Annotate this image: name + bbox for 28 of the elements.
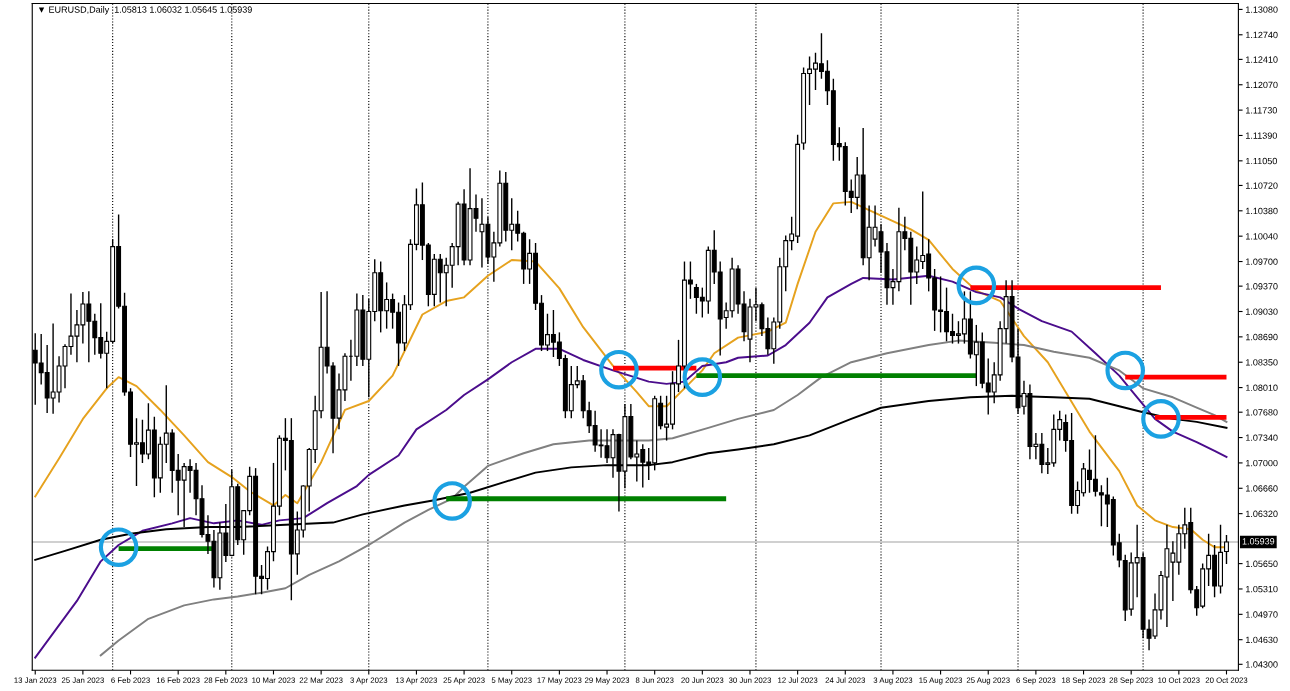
y-tick-label: 1.07680 [1246, 409, 1278, 416]
y-tick-label: 1.05310 [1246, 585, 1278, 593]
y-tick-label: 1.10720 [1246, 182, 1278, 189]
y-tick-label: 1.09370 [1246, 283, 1278, 290]
y-tick-label: 1.10380 [1246, 207, 1278, 215]
y-tick-label: 1.13080 [1246, 6, 1278, 13]
y-tick-label: 1.07340 [1246, 434, 1278, 441]
y-tick-label: 1.12740 [1246, 31, 1278, 39]
y-tick-label: 1.06320 [1246, 510, 1278, 517]
chart-title: ▼ EURUSD,Daily 1.05813 1.06032 1.05645 1.05939 [38, 6, 252, 15]
y-tick-label: 1.08690 [1246, 333, 1278, 341]
y-tick-label: 1.04300 [1246, 661, 1278, 668]
y-tick-label: 1.11390 [1246, 132, 1277, 139]
ref-line-label: 1.05939 [1242, 538, 1275, 545]
y-tick-label: 1.09700 [1246, 258, 1278, 265]
y-tick-label: 1.07000 [1246, 459, 1278, 467]
y-tick-label: 1.04630 [1246, 636, 1278, 644]
y-tick-label: 1.08010 [1246, 384, 1278, 391]
y-tick-label: 1.08350 [1246, 359, 1278, 366]
y-tick-label: 1.11050 [1246, 157, 1277, 165]
y-tick-label: 1.06660 [1246, 485, 1278, 492]
y-tick-label: 1.04970 [1246, 611, 1278, 618]
y-tick-label: 1.12070 [1246, 81, 1278, 89]
y-tick-label: 1.05650 [1246, 560, 1278, 567]
y-tick-label: 1.11730 [1246, 107, 1277, 114]
y-tick-label: 1.12410 [1246, 56, 1278, 63]
y-tick-label: 1.09030 [1246, 308, 1278, 315]
y-tick-label: 1.10040 [1246, 233, 1278, 240]
